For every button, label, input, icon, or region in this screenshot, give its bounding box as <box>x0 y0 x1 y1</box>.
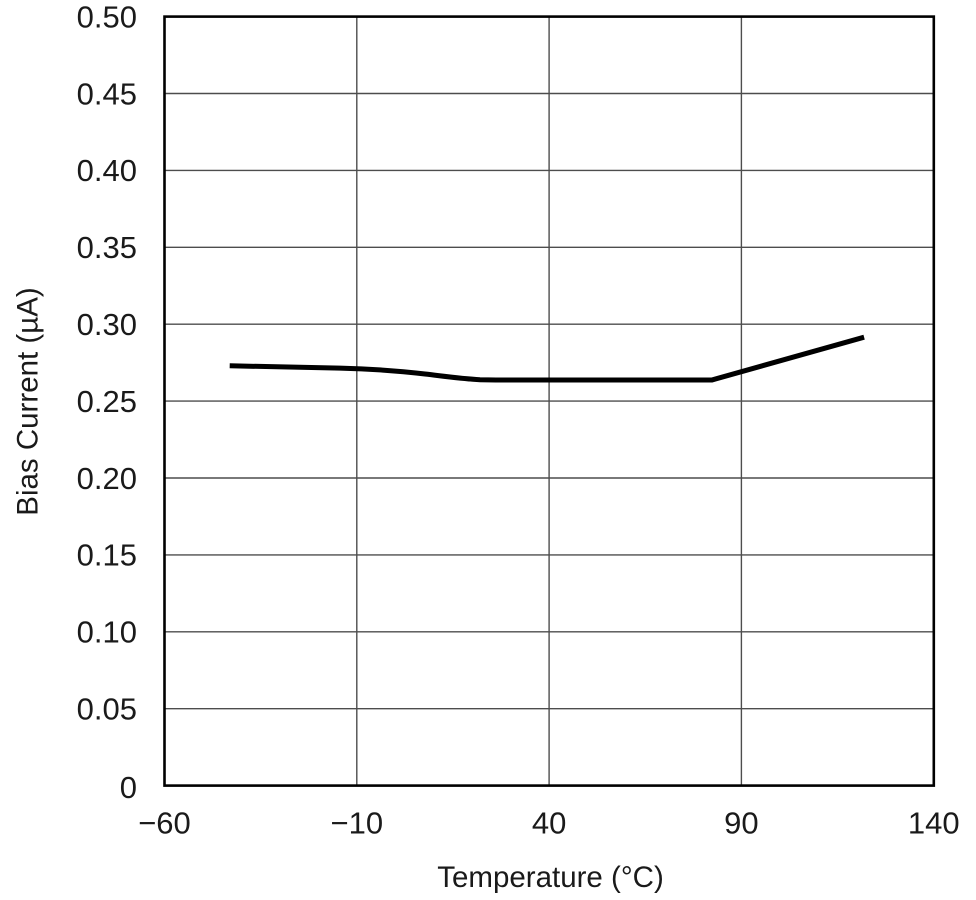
svg-text:0.40: 0.40 <box>77 153 137 188</box>
svg-text:0.30: 0.30 <box>77 307 137 342</box>
svg-text:0.50: 0.50 <box>77 0 137 34</box>
svg-text:0.20: 0.20 <box>77 461 137 496</box>
svg-text:−60: −60 <box>138 806 191 841</box>
svg-text:Bias Current (µA): Bias Current (µA) <box>12 287 45 515</box>
svg-text:Temperature (°C): Temperature (°C) <box>437 861 664 894</box>
svg-text:0.25: 0.25 <box>77 384 137 419</box>
svg-text:0.05: 0.05 <box>77 692 137 727</box>
svg-text:0: 0 <box>120 770 137 805</box>
svg-text:0.35: 0.35 <box>77 230 137 265</box>
svg-text:0.15: 0.15 <box>77 538 137 573</box>
svg-text:40: 40 <box>532 806 566 841</box>
svg-text:0.10: 0.10 <box>77 615 137 650</box>
svg-text:0.45: 0.45 <box>77 76 137 111</box>
svg-text:−10: −10 <box>331 806 384 841</box>
svg-text:90: 90 <box>724 806 758 841</box>
svg-text:140: 140 <box>908 806 960 841</box>
